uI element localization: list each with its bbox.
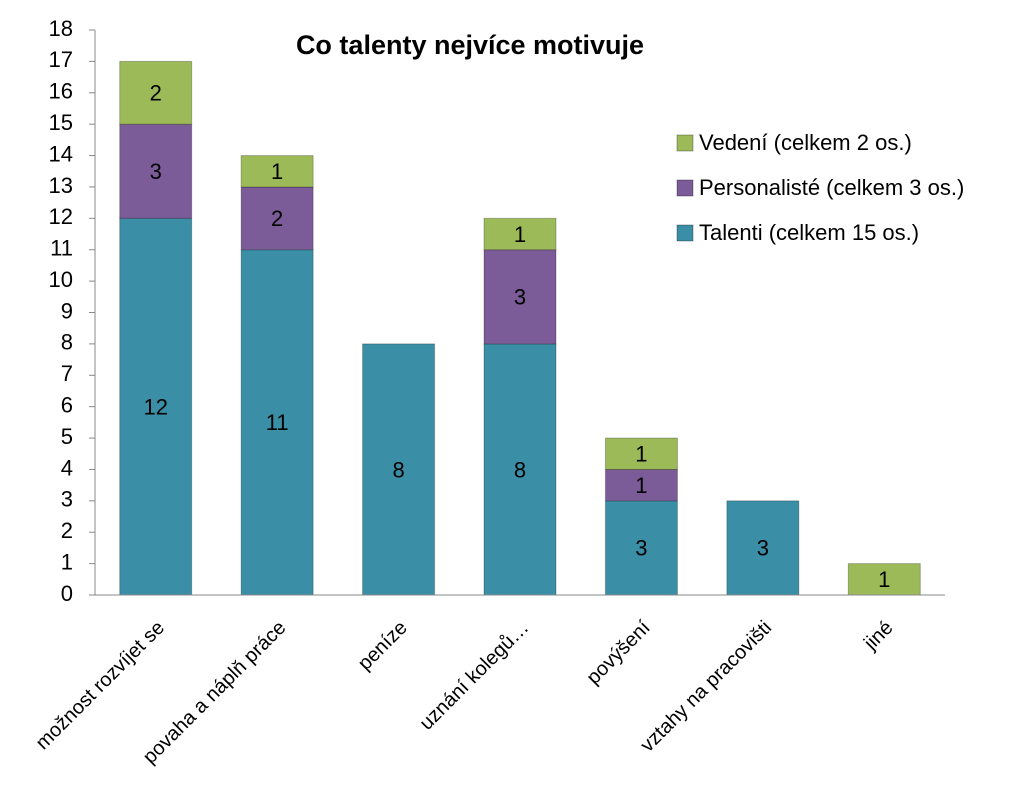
data-label: 1 [271,159,283,184]
y-tick-label: 12 [49,204,73,229]
y-tick-label: 7 [61,361,73,386]
data-label: 2 [271,206,283,231]
y-tick-label: 13 [49,173,73,198]
bar-segment [119,60,193,125]
x-tick-label: jiné [859,617,897,655]
bar-segment [483,217,557,251]
bar-segment [604,468,678,502]
bar-segment [604,500,678,596]
legend-swatch [676,134,694,152]
y-tick-label: 10 [49,267,73,292]
legend-label: Vedení (celkem 2 os.) [699,130,912,155]
x-tick-label: povýšení [583,616,655,688]
data-label: 12 [143,394,167,419]
x-tick-label: vztahy na pracovišti [636,617,776,757]
y-tick-label: 6 [61,392,73,417]
data-label: 8 [392,457,404,482]
data-label: 8 [514,457,526,482]
data-label: 2 [150,81,162,106]
y-tick-label: 17 [49,47,73,72]
y-tick-label: 14 [49,141,73,166]
data-label: 1 [635,473,647,498]
bar-segment [240,155,314,188]
y-tick-label: 11 [50,236,73,261]
legend-label: Personalisté (celkem 3 os.) [699,175,964,200]
y-tick-label: 5 [61,424,73,449]
bar-segment [240,186,314,251]
y-tick-label: 0 [61,581,73,606]
data-label: 11 [266,410,289,435]
y-tick-label: 3 [61,487,73,512]
data-label: 3 [757,536,769,561]
bar-segment [240,249,314,596]
y-tick-label: 8 [61,330,73,355]
data-label: 3 [635,536,647,561]
data-label: 3 [514,285,526,310]
y-tick-label: 9 [61,298,73,323]
y-tick-label: 2 [61,518,73,543]
x-tick-label: možnost rozvíjet se [32,617,169,754]
data-label: 1 [514,222,526,247]
data-label: 1 [635,442,647,467]
x-tick-label: uznání kolegů… [416,617,534,735]
y-tick-label: 4 [61,455,73,480]
legend-label: Talenti (celkem 15 os.) [699,220,919,245]
legend-swatch [676,179,694,197]
y-tick-label: 1 [61,549,73,574]
data-label: 1 [878,567,890,592]
bar-segment [604,437,678,470]
bar-segment [119,123,193,219]
bar-segment [847,563,921,596]
y-tick-label: 16 [49,79,73,104]
y-tick-label: 18 [49,16,73,41]
data-label: 3 [150,159,162,184]
y-tick-label: 15 [49,110,73,135]
legend-swatch [676,224,694,242]
chart-title: Co talenty nejvíce motivuje [296,30,644,60]
x-tick-label: peníze [354,617,412,675]
bar-segment [483,249,557,345]
bar-segment [362,343,436,596]
bar-segment [726,500,800,596]
